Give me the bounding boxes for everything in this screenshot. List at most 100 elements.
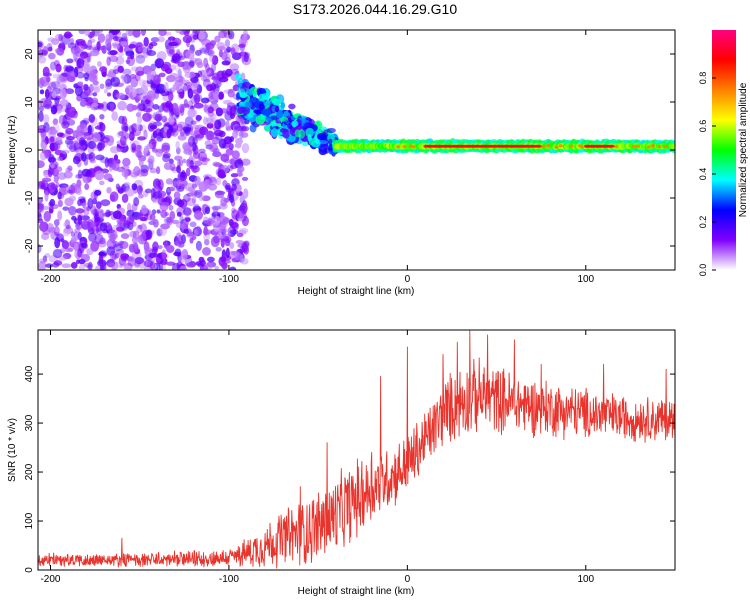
heatmap-cell xyxy=(123,264,133,270)
heatmap-cell xyxy=(203,57,209,68)
heatmap-cell xyxy=(66,58,74,64)
heatmap-cell xyxy=(38,244,42,254)
heatmap-cell xyxy=(143,129,148,140)
heatmap-cell xyxy=(229,221,239,229)
heatmap-cell xyxy=(238,43,246,48)
heatmap-cell xyxy=(287,123,293,130)
heatmap-cell xyxy=(271,98,282,106)
heatmap-cell xyxy=(154,113,163,122)
heatmap-cell xyxy=(179,198,188,209)
heatmap-cell xyxy=(75,207,85,214)
heatmap-cell xyxy=(173,103,178,114)
heatmap-cell xyxy=(110,30,121,35)
heatmap-cell xyxy=(186,197,196,207)
heatmap-cell xyxy=(66,241,74,252)
heatmap-cell xyxy=(211,55,219,66)
heatmap-cell xyxy=(126,209,135,218)
heatmap-cell xyxy=(91,132,101,143)
heatmap-cell xyxy=(175,84,185,93)
heatmap-cell xyxy=(59,193,65,199)
y-tick-label: 20 xyxy=(24,48,35,60)
heatmap-cell xyxy=(182,35,193,44)
heatmap-cell xyxy=(128,243,136,253)
x-tick-label: 100 xyxy=(577,274,594,285)
heatmap-cell xyxy=(207,106,214,114)
heatmap-cell xyxy=(44,89,50,100)
heatmap-cell xyxy=(177,134,187,141)
heatmap-cell xyxy=(111,111,118,121)
heatmap-cell xyxy=(152,104,160,110)
heatmap-cell xyxy=(210,112,217,124)
heatmap-cell xyxy=(121,75,128,85)
heatmap-cell xyxy=(77,169,83,179)
heatmap-cell xyxy=(198,148,206,154)
heatmap-cell xyxy=(189,237,194,244)
heatmap-cell xyxy=(121,116,128,126)
heatmap-cell xyxy=(239,245,246,254)
heatmap-cell xyxy=(120,233,130,240)
heatmap-cell xyxy=(132,30,141,38)
heatmap-cell xyxy=(112,69,119,75)
heatmap-cell xyxy=(187,100,194,110)
y-tick-label: 300 xyxy=(24,414,35,431)
heatmap-cell xyxy=(138,193,144,199)
heatmap-cell xyxy=(122,68,132,76)
snr-series-line xyxy=(38,330,675,569)
heatmap-cell xyxy=(237,107,245,115)
heatmap-cell xyxy=(122,157,131,167)
heatmap-cell xyxy=(38,99,42,109)
heatmap-cell xyxy=(179,215,184,224)
heatmap-cell xyxy=(129,140,136,148)
heatmap-cell xyxy=(244,101,253,109)
heatmap-cell xyxy=(138,79,146,87)
heatmap-cell xyxy=(191,197,197,204)
heatmap-cell xyxy=(181,252,188,260)
heatmap-cell xyxy=(83,262,93,268)
heatmap-cell xyxy=(180,131,185,136)
heatmap-cell xyxy=(38,202,44,213)
heatmap-cell xyxy=(87,198,94,209)
heatmap-cell xyxy=(160,209,168,219)
heatmap-cell xyxy=(631,144,636,148)
heatmap-cell xyxy=(198,31,206,40)
heatmap-cell xyxy=(558,144,563,148)
heatmap-cell xyxy=(220,153,230,163)
heatmap-cell xyxy=(194,175,201,186)
y-tick-label: 10 xyxy=(24,96,35,108)
heatmap-cell xyxy=(117,100,127,111)
heatmap-cell xyxy=(116,218,125,225)
heatmap-cell xyxy=(130,168,139,179)
heatmap-cell xyxy=(127,55,133,60)
heatmap-cell xyxy=(80,220,91,230)
heatmap-cell xyxy=(94,170,105,181)
heatmap-cell xyxy=(109,191,119,202)
heatmap-cell xyxy=(163,162,172,170)
heatmap-cell xyxy=(174,155,183,161)
heatmap-cell xyxy=(57,199,63,208)
heatmap-cell xyxy=(106,158,113,167)
heatmap-cell xyxy=(220,256,227,263)
heatmap-cell xyxy=(239,204,245,213)
heatmap-cell xyxy=(53,260,63,266)
heatmap-cell xyxy=(127,260,136,267)
heatmap-cell xyxy=(283,110,289,117)
heatmap-cell xyxy=(148,252,157,259)
heatmap-cell xyxy=(156,83,167,94)
heatmap-cell xyxy=(152,246,158,254)
heatmap-cell xyxy=(77,231,82,241)
heatmap-cell xyxy=(123,220,132,226)
heatmap-cell xyxy=(137,184,143,196)
heatmap-cell xyxy=(49,198,56,207)
heatmap-cell xyxy=(38,182,46,190)
heatmap-cell xyxy=(108,229,118,241)
heatmap-cell xyxy=(139,91,148,101)
heatmap-cell xyxy=(671,143,675,150)
heatmap-cell xyxy=(78,196,86,201)
heatmap-cell xyxy=(326,127,336,134)
heatmap-cell xyxy=(62,227,71,237)
heatmap-cell xyxy=(77,214,83,225)
heatmap-cell xyxy=(130,244,140,253)
heatmap-cell xyxy=(157,148,164,154)
heatmap-cell xyxy=(280,101,286,109)
heatmap-cell xyxy=(171,262,181,270)
